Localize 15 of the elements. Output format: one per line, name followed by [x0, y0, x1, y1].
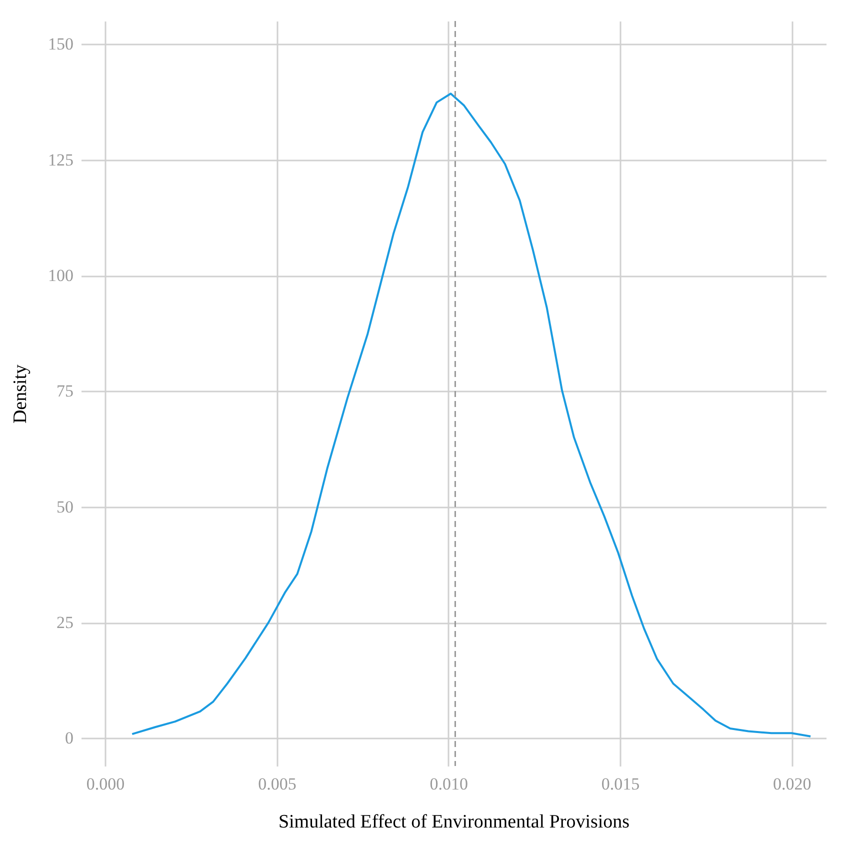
y-tick-label: 50 — [56, 497, 74, 516]
y-tick-label: 150 — [48, 34, 74, 54]
x-tick-label: 0.020 — [773, 774, 812, 794]
y-tick-label: 100 — [48, 266, 74, 286]
x-tick-label: 0.005 — [258, 774, 296, 794]
line-series — [131, 92, 812, 738]
y-axis-title: Density — [10, 364, 31, 424]
y-tick-label: 0 — [65, 728, 74, 748]
x-tick-label: 0.000 — [86, 774, 125, 794]
y-tick-label: 25 — [56, 613, 74, 632]
y-tick-label: 125 — [48, 150, 74, 170]
y-tick-label: 75 — [56, 382, 74, 401]
x-axis-title: Simulated Effect of Environmental Provisions — [278, 812, 630, 832]
x-tick-label: 0.010 — [430, 774, 468, 794]
x-tick-label: 0.015 — [601, 774, 640, 794]
